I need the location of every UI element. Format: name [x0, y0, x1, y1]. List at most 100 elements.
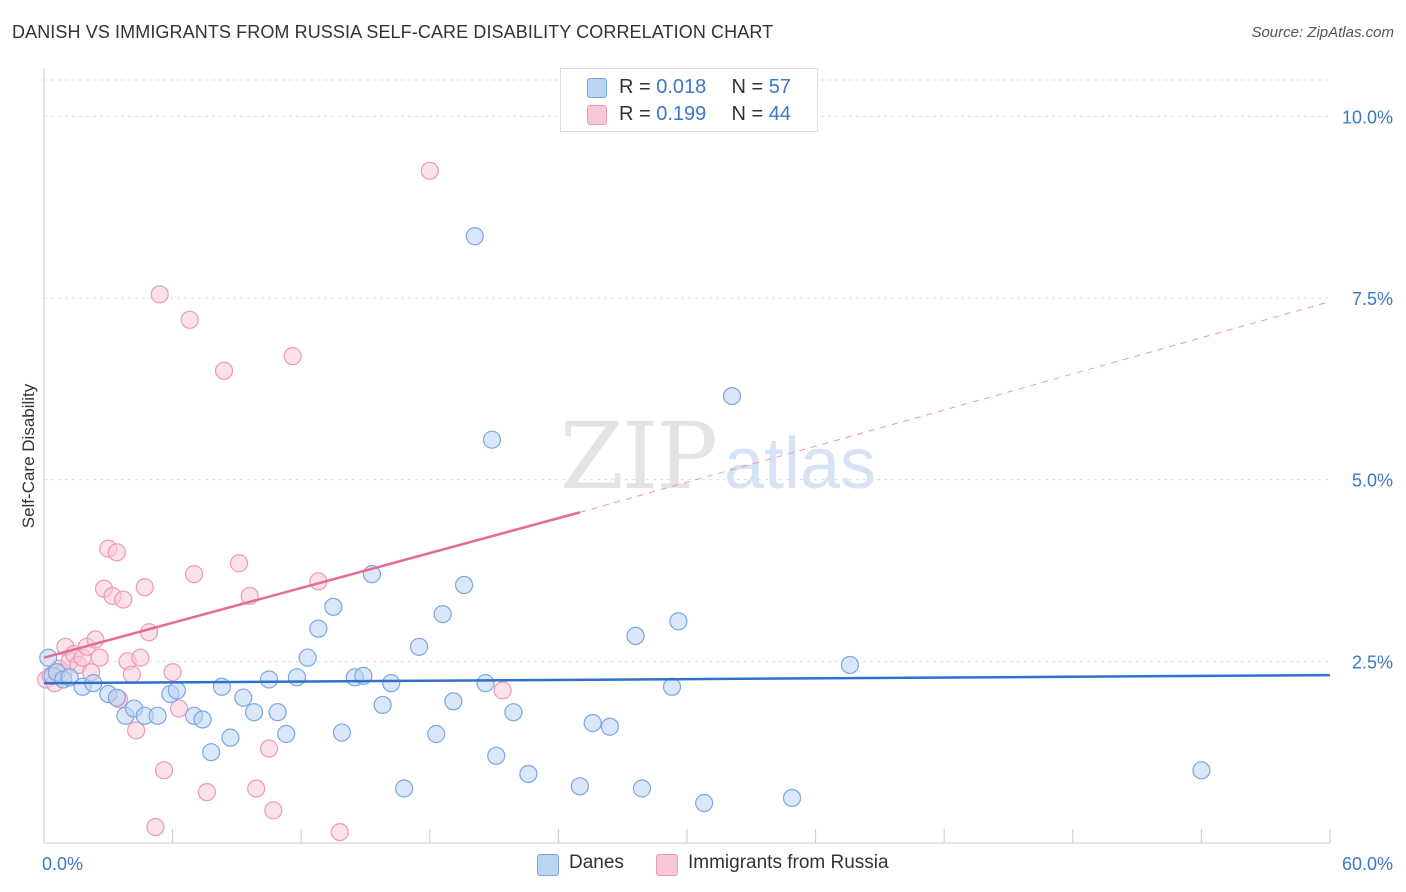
tick-labels: 2.5% 5.0% 7.5% 10.0% 0.0% 60.0% [42, 107, 1393, 874]
legend-r-label: R = [619, 76, 651, 98]
data-point-immigrants [180, 310, 199, 329]
legend-swatch-danes [537, 854, 559, 876]
data-point-immigrants [90, 648, 109, 667]
data-point-danes [107, 688, 126, 707]
legend-r-value-danes: 0.018 [656, 76, 707, 98]
data-point-immigrants [154, 761, 174, 780]
source-label: Source: ZipAtlas.com [1251, 24, 1394, 41]
legend-r-label: R = [619, 103, 651, 125]
data-point-danes [193, 710, 212, 729]
chart-title: DANISH VS IMMIGRANTS FROM RUSSIA SELF-CA… [12, 22, 774, 42]
data-point-danes [268, 703, 287, 722]
data-point-immigrants [163, 663, 182, 682]
data-point-danes [465, 227, 484, 246]
data-point-immigrants [493, 681, 512, 700]
axes [43, 68, 1331, 844]
data-point-immigrants [229, 554, 249, 573]
data-point-immigrants [420, 161, 439, 180]
data-point-danes [570, 777, 589, 796]
series-danes-points [39, 227, 1211, 813]
data-point-danes [373, 695, 392, 715]
data-point-immigrants [114, 590, 133, 609]
data-point-danes [259, 670, 279, 689]
data-point-danes [626, 626, 645, 646]
data-point-danes [287, 668, 307, 687]
data-point-danes [476, 674, 495, 693]
data-point-danes [234, 688, 253, 707]
x-tick-label-max: 60.0% [1342, 854, 1393, 874]
data-point-immigrants [330, 822, 349, 842]
data-point-danes [454, 575, 474, 595]
data-point-danes [840, 655, 859, 675]
legend-n-label: N = [731, 103, 764, 125]
y-tick-label: 2.5% [1352, 652, 1393, 672]
data-point-danes [167, 681, 186, 700]
correlation-legend: R = 0.018 N = 57 R = 0.199 N = 44 [560, 68, 818, 132]
y-tick-label: 7.5% [1352, 289, 1393, 309]
data-point-immigrants [214, 361, 234, 380]
data-point-danes [382, 674, 401, 693]
trend-line-danes [43, 673, 1331, 685]
data-point-immigrants [264, 801, 283, 820]
trend-extension-immigrants [579, 301, 1331, 513]
data-point-danes [427, 724, 446, 744]
data-point-danes [504, 703, 523, 722]
data-point-immigrants [122, 665, 141, 684]
data-point-immigrants [169, 699, 189, 718]
data-point-danes [277, 724, 296, 744]
data-point-danes [695, 793, 714, 813]
data-point-danes [669, 612, 688, 631]
data-point-danes [298, 648, 317, 667]
data-point-danes [394, 779, 414, 798]
data-point-danes [221, 728, 240, 747]
data-point-danes [60, 668, 79, 687]
watermark-zip: ZIP [560, 403, 716, 510]
data-point-danes [583, 713, 602, 733]
y-tick-label: 5.0% [1352, 471, 1393, 491]
trend-lines [43, 301, 1331, 685]
data-point-danes [244, 703, 264, 722]
data-point-immigrants [146, 817, 165, 837]
x-tick-label-min: 0.0% [42, 854, 83, 874]
data-point-immigrants [135, 578, 154, 597]
data-point-danes [482, 430, 502, 449]
legend-swatch-immigrants [656, 854, 678, 876]
legend-n-value-immigrants: 44 [768, 103, 791, 125]
data-point-immigrants [247, 779, 266, 798]
legend-label-danes: Danes [569, 852, 624, 873]
data-point-immigrants [127, 721, 146, 740]
data-point-danes [324, 597, 343, 616]
data-point-danes [782, 788, 802, 808]
data-point-danes [487, 746, 506, 765]
data-point-danes [722, 387, 742, 406]
legend-label-immigrants: Immigrants from Russia [688, 852, 889, 873]
watermark-atlas: atlas [724, 424, 876, 504]
data-point-immigrants [259, 739, 279, 758]
data-point-danes [433, 604, 452, 624]
data-point-danes [444, 692, 463, 711]
data-point-danes [1192, 761, 1211, 780]
data-point-danes [519, 764, 538, 784]
legend-swatch-danes [587, 78, 607, 98]
y-tick-label: 10.0% [1342, 107, 1393, 127]
data-point-danes [309, 619, 328, 638]
data-point-immigrants [107, 543, 126, 562]
data-point-immigrants [283, 347, 302, 366]
data-point-danes [332, 723, 352, 742]
data-point-immigrants [150, 285, 169, 304]
trend-line-immigrants [43, 511, 581, 659]
grid-lines [44, 79, 1330, 662]
data-point-danes [148, 706, 167, 725]
legend-r-value-immigrants: 0.199 [656, 103, 707, 125]
y-axis-label: Self-Care Disability [19, 383, 38, 528]
data-point-danes [202, 743, 221, 762]
data-point-immigrants [131, 648, 150, 667]
data-point-immigrants [184, 565, 204, 584]
watermark: ZIP atlas [560, 403, 876, 510]
data-point-danes [600, 717, 619, 736]
data-point-danes [662, 677, 682, 696]
legend-swatch-immigrants [587, 105, 607, 125]
legend-n-value-danes: 57 [768, 76, 791, 98]
data-point-danes [632, 779, 652, 798]
